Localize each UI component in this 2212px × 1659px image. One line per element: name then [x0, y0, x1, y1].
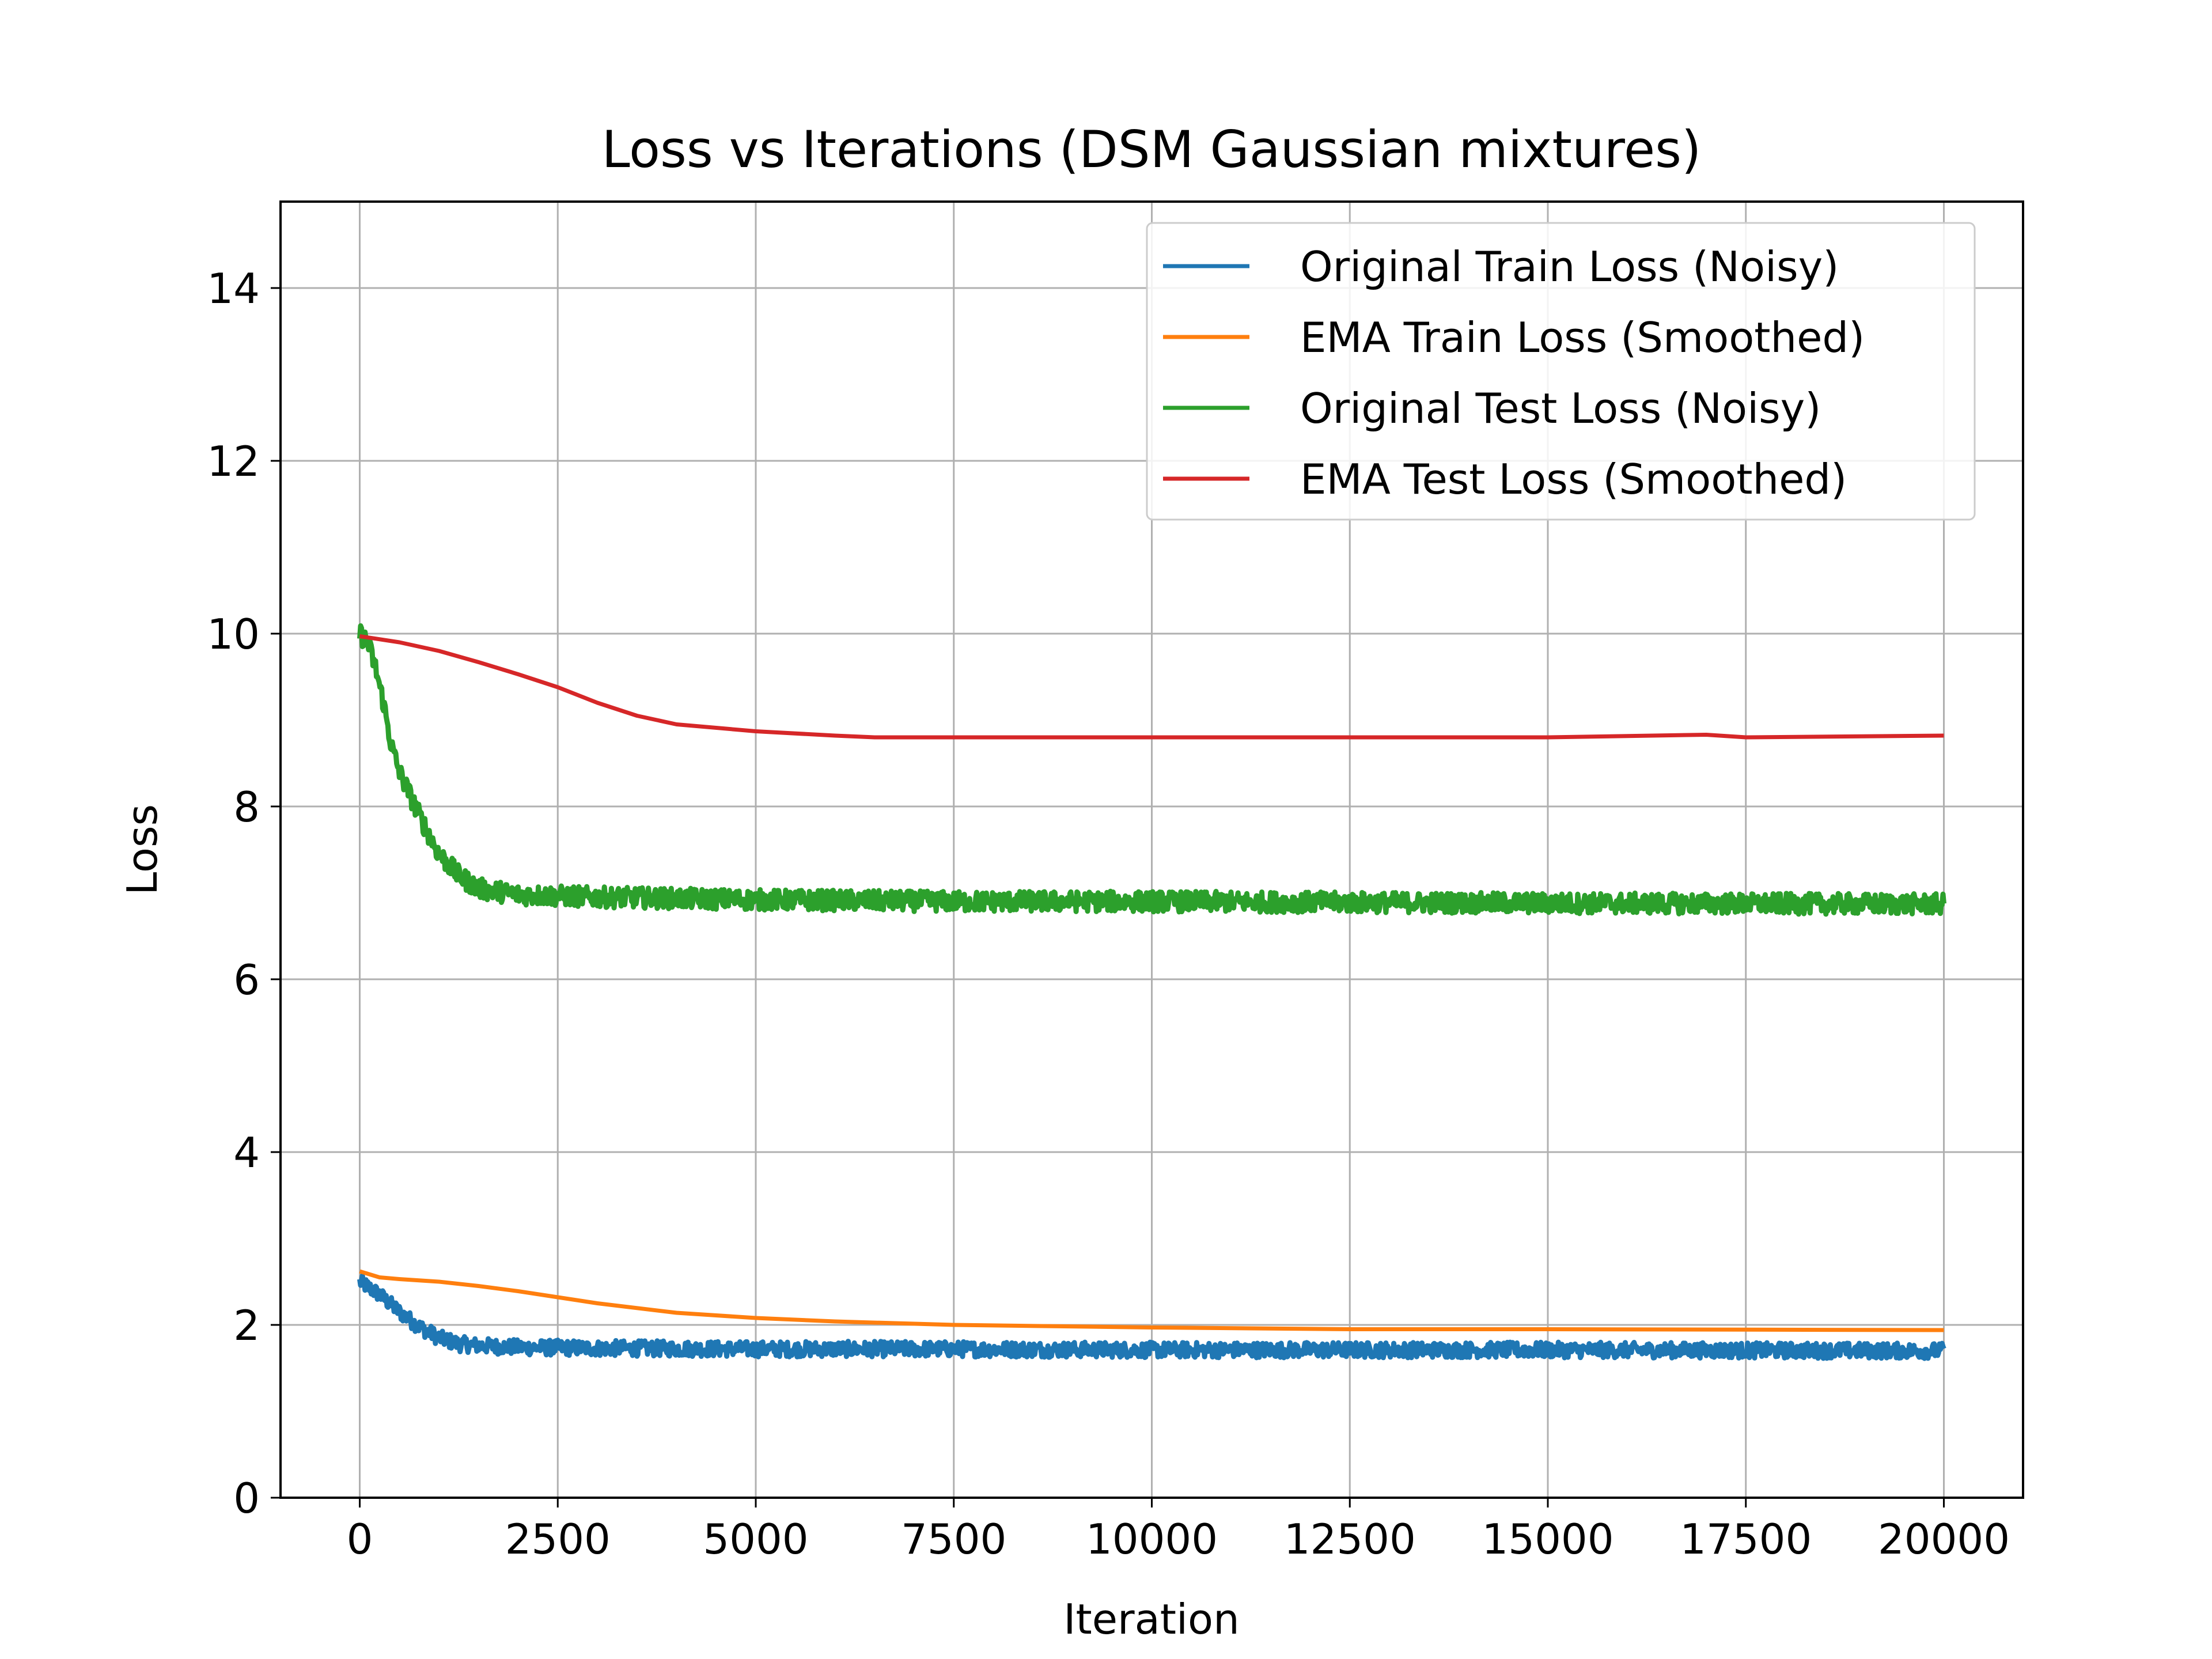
y-tick-label: 12 — [207, 437, 260, 486]
series-line-2 — [357, 623, 1946, 917]
data-series — [357, 623, 1946, 1361]
series-line-0 — [357, 1273, 1946, 1361]
x-tick-label: 7500 — [901, 1515, 1006, 1563]
x-tick-label: 2500 — [505, 1515, 611, 1563]
y-tick-label: 2 — [233, 1301, 260, 1350]
legend-label-2: Original Test Loss (Noisy) — [1300, 384, 1821, 433]
legend: Original Train Loss (Noisy) EMA Train Los… — [1146, 222, 1976, 521]
y-tick-label: 14 — [207, 264, 260, 313]
x-tick-label: 20000 — [1878, 1515, 2010, 1563]
y-tick-label: 4 — [233, 1128, 260, 1177]
axis-ticks: 0 2500 5000 7500 10000 12500 15000 17500 20000 0 2… — [207, 264, 2010, 1563]
x-tick-label: 15000 — [1482, 1515, 1613, 1563]
x-tick-label: 5000 — [703, 1515, 808, 1563]
y-tick-label: 10 — [207, 610, 260, 658]
legend-label-1: EMA Train Loss (Smoothed) — [1300, 313, 1865, 362]
x-axis-label: Iteration — [1063, 1595, 1239, 1643]
x-tick-label: 12500 — [1284, 1515, 1416, 1563]
x-tick-label: 10000 — [1086, 1515, 1218, 1563]
legend-label-0: Original Train Loss (Noisy) — [1300, 243, 1839, 291]
y-tick-label: 8 — [233, 783, 260, 831]
legend-box — [1146, 222, 1976, 521]
series-line-1 — [359, 1269, 1944, 1332]
series-line-3 — [359, 634, 1944, 740]
x-tick-label: 17500 — [1680, 1515, 1812, 1563]
y-axis-label: Loss — [118, 804, 166, 895]
y-tick-label: 0 — [233, 1474, 260, 1522]
legend-label-3: EMA Test Loss (Smoothed) — [1300, 455, 1847, 503]
x-tick-label: 0 — [347, 1515, 373, 1563]
chart-title: Loss vs Iterations (DSM Gaussian mixture… — [602, 120, 1702, 179]
y-tick-label: 6 — [233, 956, 260, 1004]
